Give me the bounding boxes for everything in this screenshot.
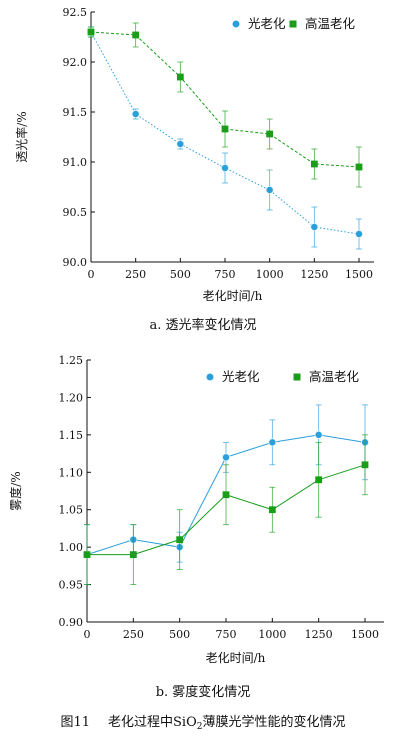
data-point-light-aging — [310, 222, 319, 231]
y-tick-label: 1.00 — [59, 541, 84, 554]
data-point-light-aging — [314, 430, 323, 439]
x-tick-label: 250 — [125, 268, 146, 281]
x-tick-label: 1000 — [256, 268, 284, 281]
x-axis-label: 老化时间/h — [203, 289, 263, 303]
data-point-thermal-aging — [129, 551, 137, 559]
x-tick-label: 500 — [169, 628, 190, 641]
x-tick-label: 250 — [123, 628, 144, 641]
figure-title-pre: 老化过程中SiO — [108, 715, 197, 730]
data-point-thermal-aging — [315, 476, 323, 484]
data-point-thermal-aging — [176, 73, 184, 81]
x-tick-label: 500 — [170, 268, 191, 281]
y-tick-label: 0.95 — [59, 579, 84, 592]
chart-haze: 0.90 0.95 1.00 1.05 1.10 1.15 1.20 1.25 0 250 500 7… — [8, 354, 384, 665]
figure-title-post: 薄膜光学性能的变化情况 — [203, 714, 346, 730]
data-point-thermal-aging — [222, 491, 230, 499]
data-point-light-aging — [354, 229, 363, 238]
legend-marker-circle — [231, 19, 241, 29]
data-point-thermal-aging — [132, 31, 140, 39]
y-tick-label: 1.15 — [59, 429, 84, 442]
figure-title-sub: 2 — [197, 722, 203, 732]
legend-label: 高温老化 — [309, 369, 360, 384]
data-point-light-aging — [221, 453, 230, 462]
x-axis-label: 老化时间/h — [206, 651, 266, 665]
y-tick-label: 1.10 — [59, 466, 84, 479]
data-point-thermal-aging — [266, 130, 274, 138]
y-tick-label: 1.25 — [59, 354, 84, 367]
y-tick-label: 1.20 — [59, 391, 84, 404]
legend-marker-square — [293, 373, 301, 381]
x-tick-label: 0 — [88, 268, 95, 281]
data-point-thermal-aging — [221, 125, 229, 133]
x-tick-label: 750 — [215, 268, 236, 281]
y-tick-label: 92.5 — [63, 6, 88, 19]
data-point-light-aging — [131, 110, 140, 119]
data-point-thermal-aging — [176, 536, 184, 544]
x-tick-label: 1000 — [258, 628, 286, 641]
caption-b: b. 雾度变化情况 — [156, 684, 251, 700]
data-point-thermal-aging — [355, 163, 363, 171]
figure-label: 图11 — [60, 715, 90, 730]
data-point-light-aging — [176, 139, 185, 148]
data-point-thermal-aging — [361, 461, 369, 469]
y-tick-label: 0.90 — [59, 616, 84, 629]
x-tick-label: 1250 — [300, 268, 328, 281]
legend-label: 高温老化 — [305, 16, 356, 31]
data-point-thermal-aging — [268, 506, 276, 514]
data-point-thermal-aging — [83, 551, 91, 559]
x-tick-label: 1250 — [305, 628, 333, 641]
y-tick-label: 91.5 — [63, 106, 88, 119]
y-tick-label: 92.0 — [63, 56, 88, 69]
data-point-light-aging — [268, 438, 277, 447]
chart-transmittance: 90.0 90.5 91.0 91.5 92.0 92.5 0 250 500 750 1000 12… — [14, 6, 374, 303]
data-point-light-aging — [265, 185, 274, 194]
legend-marker-square — [289, 20, 297, 28]
y-axis-label: 雾度/% — [8, 471, 23, 510]
legend-label: 光老化 — [222, 369, 260, 384]
data-point-thermal-aging — [87, 28, 95, 36]
data-point-light-aging — [220, 163, 229, 172]
legend-label: 光老化 — [248, 16, 286, 31]
x-tick-label: 750 — [216, 628, 237, 641]
y-tick-label: 91.0 — [63, 156, 88, 169]
y-axis-label: 透光率/% — [14, 111, 29, 162]
y-tick-label: 90.0 — [63, 256, 88, 269]
y-tick-label: 1.05 — [59, 504, 84, 517]
x-tick-label: 1500 — [351, 628, 379, 641]
caption-a: a. 透光率变化情况 — [149, 317, 256, 333]
x-tick-label: 0 — [84, 628, 91, 641]
figure-caption: 图11 老化过程中SiO2薄膜光学性能的变化情况 — [60, 714, 345, 732]
x-tick-label: 1500 — [345, 268, 373, 281]
data-point-thermal-aging — [310, 160, 318, 168]
legend-marker-circle — [205, 372, 215, 382]
y-tick-label: 90.5 — [63, 206, 88, 219]
